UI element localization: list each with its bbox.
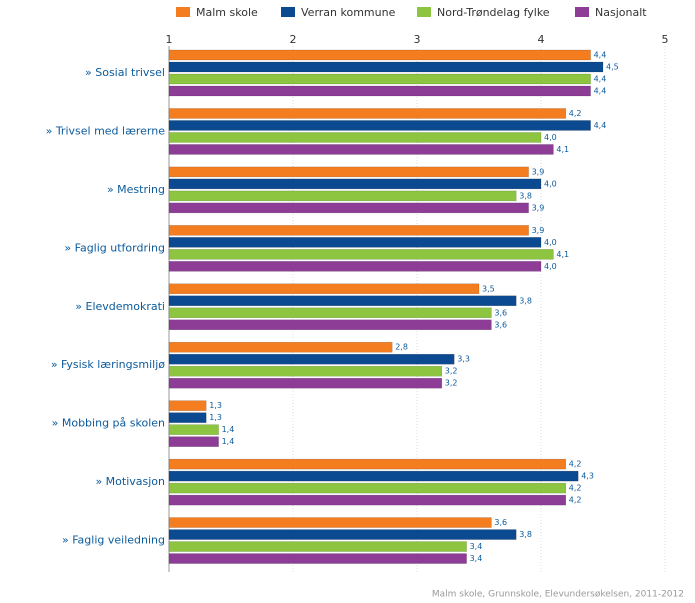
y-tick-label: » Motivasjon xyxy=(95,475,165,488)
legend-label: Nasjonalt xyxy=(595,6,647,19)
bar xyxy=(168,470,579,482)
value-label: 3,6 xyxy=(494,320,507,329)
value-label: 3,3 xyxy=(457,355,470,364)
value-label: 4,2 xyxy=(569,109,582,118)
value-label: 4,4 xyxy=(594,87,607,96)
value-label: 3,4 xyxy=(470,542,483,551)
value-label: 4,2 xyxy=(569,484,582,493)
legend-swatch xyxy=(417,7,431,17)
value-label: 3,8 xyxy=(519,530,532,539)
x-tick-label: 5 xyxy=(662,33,669,46)
y-tick-label: » Faglig veiledning xyxy=(62,534,165,547)
bar xyxy=(168,482,567,494)
value-label: 4,1 xyxy=(556,250,569,259)
bar xyxy=(168,458,567,470)
y-tick-label: » Mobbing på skolen xyxy=(52,417,165,430)
legend-label: Nord-Trøndelag fylke xyxy=(437,6,550,19)
y-tick-label: » Faglig utfordring xyxy=(64,241,165,254)
value-label: 4,5 xyxy=(606,63,619,72)
bar xyxy=(168,237,542,248)
value-label: 4,0 xyxy=(544,179,557,188)
bar xyxy=(168,190,517,202)
bar xyxy=(168,541,467,552)
y-tick-label: » Trivsel med lærerne xyxy=(46,124,166,137)
value-label: 3,2 xyxy=(445,367,458,376)
x-tick-label: 3 xyxy=(414,33,421,46)
value-label: 4,0 xyxy=(544,262,557,271)
bar xyxy=(168,85,591,97)
bar xyxy=(168,144,554,155)
bar xyxy=(168,108,567,119)
bar xyxy=(168,261,542,272)
y-tick-label: » Fysisk læringsmiljø xyxy=(51,358,165,371)
value-label: 3,9 xyxy=(532,226,545,235)
bar xyxy=(168,400,207,411)
x-tick-label: 1 xyxy=(166,33,173,46)
value-label: 1,4 xyxy=(222,425,235,434)
bar xyxy=(168,529,517,540)
legend-label: Verran kommune xyxy=(301,6,396,19)
bar xyxy=(168,365,443,377)
legend-swatch xyxy=(176,7,190,17)
bar xyxy=(168,412,207,423)
value-label: 4,0 xyxy=(544,133,557,142)
bar xyxy=(168,202,529,214)
bar xyxy=(168,295,517,307)
legend-swatch xyxy=(281,7,295,17)
legend-swatch xyxy=(575,7,589,17)
value-label: 4,2 xyxy=(569,496,582,505)
value-label: 3,4 xyxy=(470,554,483,563)
bar xyxy=(168,249,554,260)
value-label: 4,4 xyxy=(594,51,607,60)
bar xyxy=(168,436,219,447)
y-tick-label: » Mestring xyxy=(107,183,165,196)
value-label: 1,4 xyxy=(222,437,235,446)
bar xyxy=(168,377,443,389)
bar xyxy=(168,61,604,73)
bar xyxy=(168,424,219,435)
bar xyxy=(168,517,492,528)
value-label: 3,6 xyxy=(494,518,507,527)
bar xyxy=(168,353,455,365)
bar xyxy=(168,132,542,143)
bar xyxy=(168,283,480,295)
value-label: 4,0 xyxy=(544,238,557,247)
bar xyxy=(168,178,542,190)
value-label: 3,9 xyxy=(532,167,545,176)
bar xyxy=(168,319,492,331)
value-label: 4,4 xyxy=(594,75,607,84)
value-label: 1,3 xyxy=(209,401,222,410)
bar xyxy=(168,166,529,178)
value-label: 4,4 xyxy=(594,121,607,130)
bar xyxy=(168,341,393,353)
value-label: 3,2 xyxy=(445,379,458,388)
value-label: 4,1 xyxy=(556,145,569,154)
value-label: 3,8 xyxy=(519,296,532,305)
x-tick-label: 4 xyxy=(538,33,545,46)
value-label: 3,5 xyxy=(482,284,495,293)
value-label: 4,3 xyxy=(581,472,594,481)
y-tick-label: » Sosial trivsel xyxy=(85,66,165,79)
footnote: Malm skole, Grunnskole, Elevundersøkelse… xyxy=(432,590,684,600)
bar xyxy=(168,553,467,564)
value-label: 1,3 xyxy=(209,413,222,422)
bar xyxy=(168,307,492,319)
value-label: 2,8 xyxy=(395,343,408,352)
bar xyxy=(168,73,591,85)
value-label: 4,2 xyxy=(569,460,582,469)
bar xyxy=(168,225,529,236)
legend-label: Malm skole xyxy=(196,6,258,19)
value-label: 3,6 xyxy=(494,308,507,317)
bar xyxy=(168,120,591,131)
x-tick-label: 2 xyxy=(290,33,297,46)
bar xyxy=(168,49,591,61)
value-label: 3,9 xyxy=(532,203,545,212)
y-tick-label: » Elevdemokrati xyxy=(75,300,165,313)
bar xyxy=(168,494,567,506)
value-label: 3,8 xyxy=(519,191,532,200)
